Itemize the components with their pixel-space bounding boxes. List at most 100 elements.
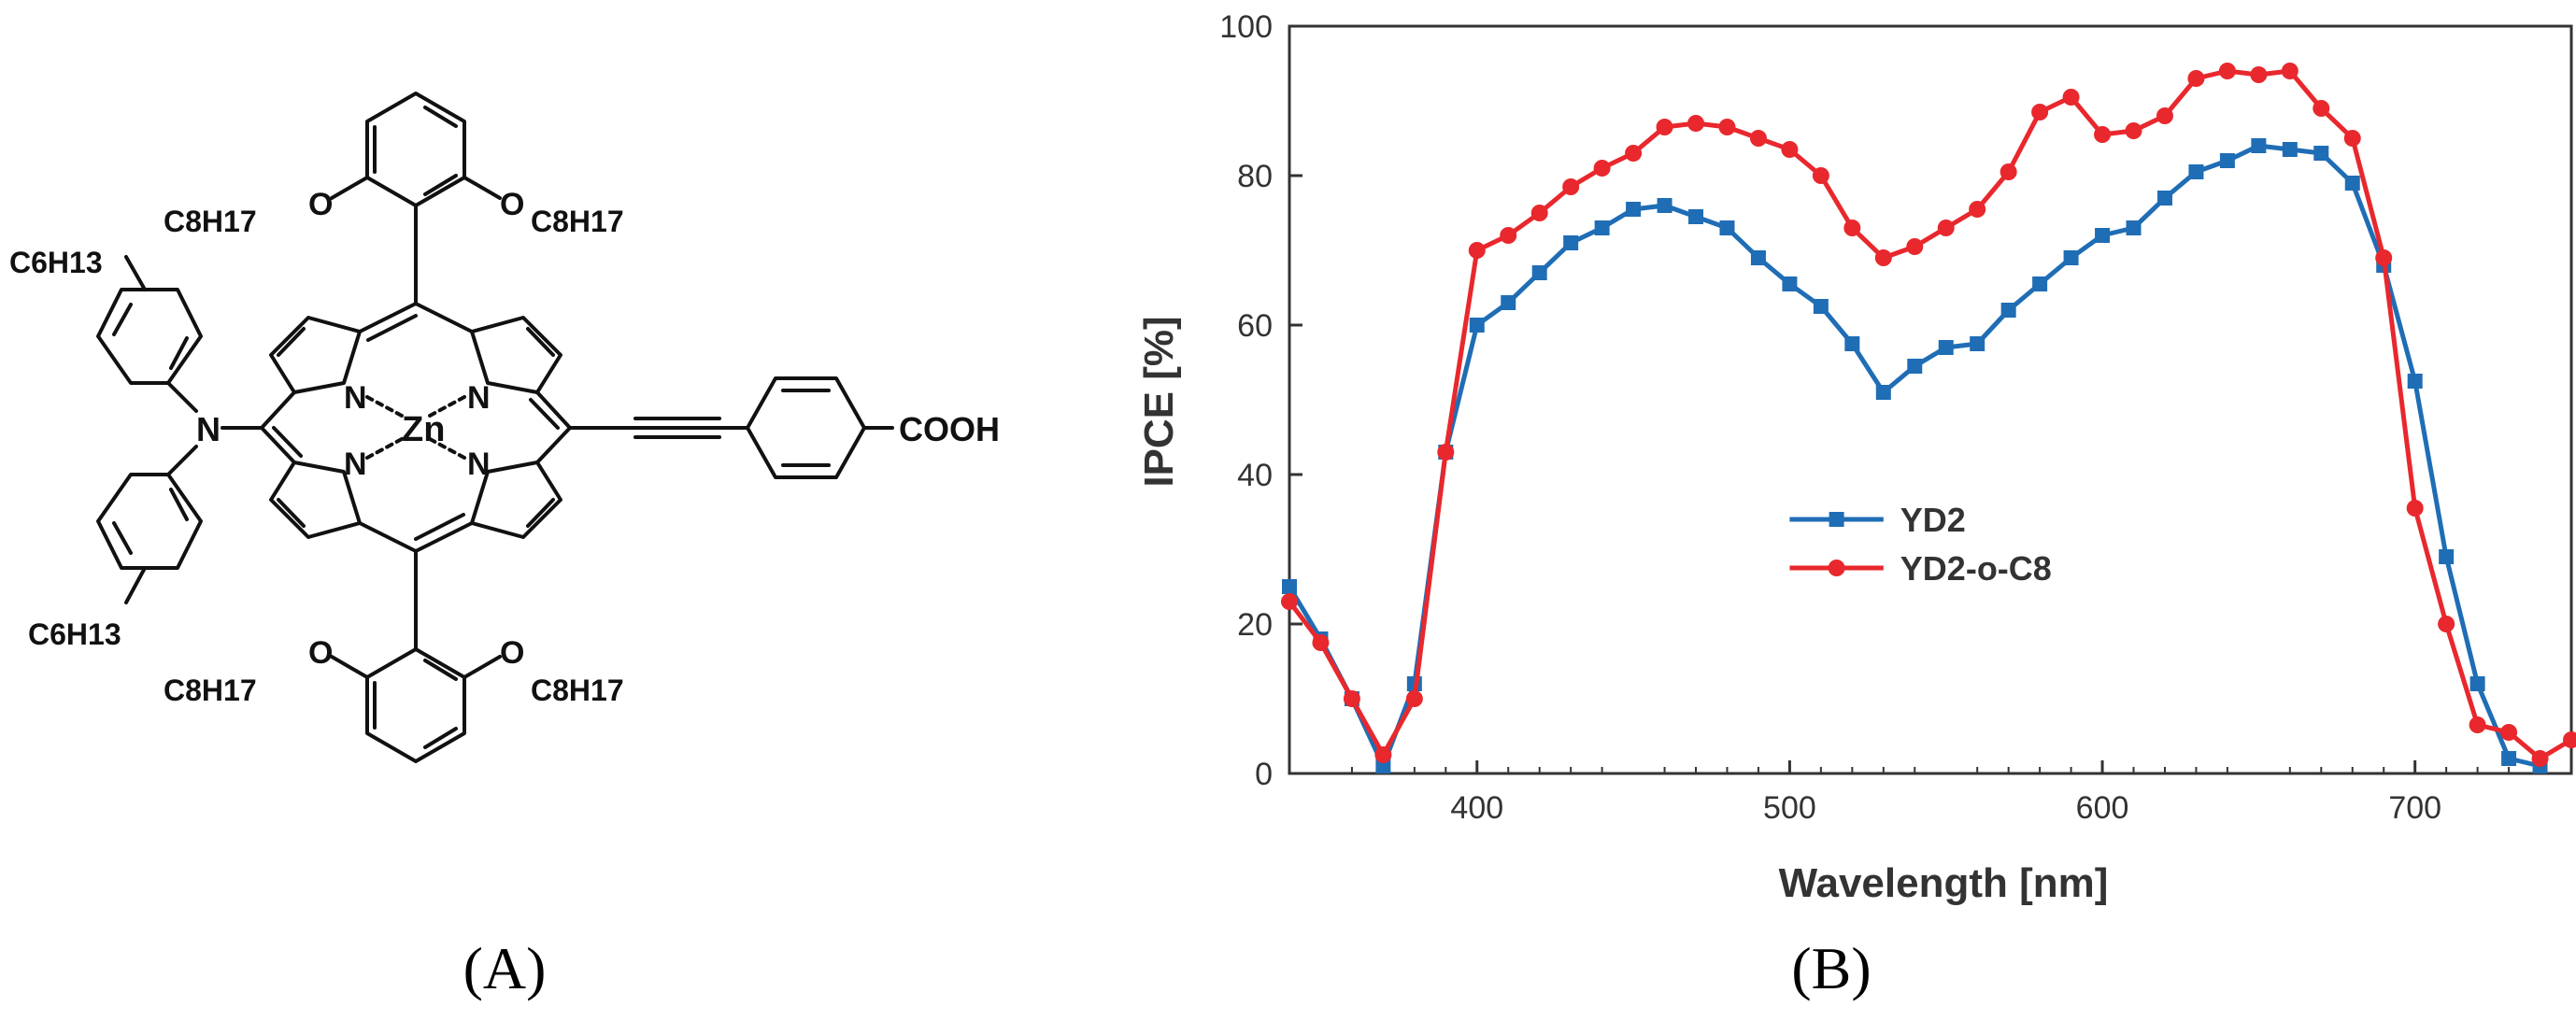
carboxylic-acid-label: COOH [899,410,1000,448]
data-point [2126,220,2142,235]
data-point [1688,209,1704,224]
data-point [1843,220,1861,236]
y-tick-label: 80 [1237,159,1273,194]
zinc-atom-label: Zn [402,410,445,449]
alkoxy-chain-top-left: C8H17 [164,205,257,238]
data-point [1970,336,1985,351]
data-point [2500,724,2518,741]
ipce-chart: 400 500 600 700 0 20 40 60 80 100 Wavelength [nm]… [1136,9,2576,1001]
data-point [1719,220,1735,235]
data-point [2281,63,2298,79]
data-point [1282,579,1297,594]
data-point [2156,107,2173,124]
data-point [1813,299,1829,314]
panel-b-label: (B) [1791,935,1871,1001]
data-point [1750,250,1766,265]
x-tick-label: 600 [2076,790,2129,826]
data-point [1657,198,1672,213]
pyrrole-n-upper-left: N [344,380,367,416]
data-point [2344,176,2360,191]
data-point [1937,220,1955,236]
data-point [1312,634,1330,651]
data-point [2188,164,2204,179]
data-point [2062,89,2080,106]
y-axis-title: IPCE [%] [1136,316,1182,487]
data-point [2439,549,2455,564]
legend-label: YD2-o-C8 [1900,549,2052,588]
data-point [1969,201,1986,218]
series-line [1288,68,2573,761]
data-point [2125,122,2142,139]
data-point [1563,235,1579,250]
data-point [1718,119,1736,135]
data-point [1874,249,1892,266]
y-tick-label: 20 [1237,607,1273,643]
data-point [1781,141,1799,158]
data-point [2094,126,2112,143]
legend: YD2 YD2-o-C8 [1789,501,2052,588]
data-point [1405,690,1423,707]
data-point [1594,220,1610,235]
data-point [1626,202,1642,217]
data-point [2313,100,2330,117]
series-yd2 [1282,138,2548,773]
data-point [1530,205,1548,221]
data-point [2219,153,2235,168]
data-point [1374,746,1392,763]
data-point [1437,444,1455,461]
data-point [2000,163,2017,180]
hexyl-chain-bottom: C6H13 [28,617,121,651]
plot-frame [1288,24,2573,775]
data-point [2563,731,2576,748]
oxygen-top-left: O [308,187,333,222]
data-point [2406,500,2424,517]
data-point [1500,227,1517,244]
x-axis-title: Wavelength [nm] [1779,860,2109,906]
data-point [1468,242,1486,259]
y-tick-label: 40 [1237,458,1273,493]
data-point [1782,277,1798,291]
data-point [2501,751,2517,766]
data-point [1906,238,1924,255]
oxygen-bottom-left: O [308,635,333,671]
data-point [1562,178,1580,195]
data-point [2095,228,2111,243]
data-point [1281,593,1298,610]
data-point [1343,690,1360,707]
hexyl-chain-top: C6H13 [9,246,103,279]
data-series [1281,63,2576,773]
data-point [2031,104,2049,121]
molecule-structure-drawing: Zn N N N N N COOH O O O O C8H17 C8H17 C8… [9,92,1000,1001]
data-point [2469,676,2485,691]
data-point [2251,138,2267,153]
x-tick-label: 700 [2388,790,2441,826]
data-point [1812,167,1829,184]
data-point [2000,303,2016,318]
data-point [2187,70,2205,87]
data-point [2407,374,2423,389]
data-point [2375,249,2393,266]
data-point [2063,250,2079,265]
data-point [2343,130,2361,147]
oxygen-bottom-right: O [500,635,524,671]
data-point [1501,295,1516,310]
pyrrole-n-upper-right: N [467,380,491,416]
y-tick-label: 100 [1219,9,1273,45]
oxygen-top-right: O [500,187,524,222]
data-point [2218,63,2236,79]
data-point [2438,616,2455,632]
data-point [2032,277,2048,291]
data-point [2282,142,2298,157]
data-point [1844,336,1860,351]
data-point [2313,146,2329,161]
data-point [1687,115,1705,132]
pyrrole-n-lower-left: N [344,447,367,482]
data-point [1531,265,1547,280]
axis-ticks: 400 500 600 700 0 20 40 60 80 100 [1219,9,2541,826]
data-point [1469,318,1485,333]
data-point [1749,130,1767,147]
legend-marker [1828,560,1845,576]
data-point [1625,145,1643,162]
y-tick-label: 60 [1237,308,1273,344]
data-point [2250,66,2268,83]
